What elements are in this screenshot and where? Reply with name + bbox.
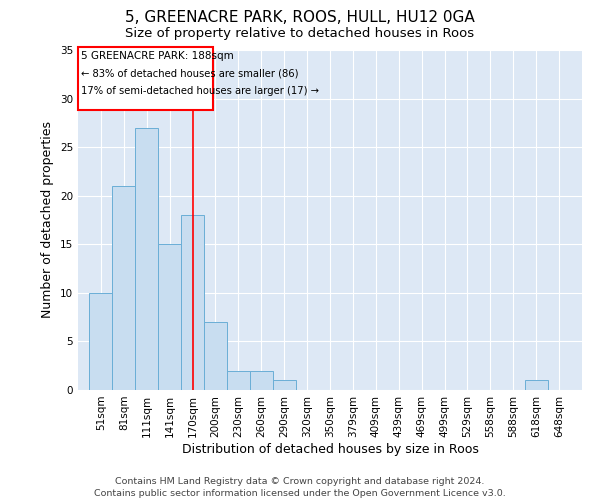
Bar: [227, 370, 250, 390]
Text: Contains HM Land Registry data © Crown copyright and database right 2024.: Contains HM Land Registry data © Crown c…: [115, 477, 485, 486]
Bar: [89, 293, 112, 390]
Text: 17% of semi-detached houses are larger (17) →: 17% of semi-detached houses are larger (…: [82, 86, 319, 96]
Text: Size of property relative to detached houses in Roos: Size of property relative to detached ho…: [125, 28, 475, 40]
Bar: [112, 186, 135, 390]
Bar: [135, 128, 158, 390]
Text: Contains public sector information licensed under the Open Government Licence v3: Contains public sector information licen…: [94, 488, 506, 498]
Y-axis label: Number of detached properties: Number of detached properties: [41, 122, 55, 318]
Bar: [158, 244, 181, 390]
FancyBboxPatch shape: [78, 47, 213, 110]
Bar: [273, 380, 296, 390]
Text: 5, GREENACRE PARK, ROOS, HULL, HU12 0GA: 5, GREENACRE PARK, ROOS, HULL, HU12 0GA: [125, 10, 475, 25]
Bar: [525, 380, 548, 390]
Bar: [204, 322, 227, 390]
Bar: [181, 215, 204, 390]
Bar: [250, 370, 273, 390]
Text: 5 GREENACRE PARK: 188sqm: 5 GREENACRE PARK: 188sqm: [82, 51, 234, 61]
X-axis label: Distribution of detached houses by size in Roos: Distribution of detached houses by size …: [182, 442, 478, 456]
Text: ← 83% of detached houses are smaller (86): ← 83% of detached houses are smaller (86…: [82, 68, 299, 78]
